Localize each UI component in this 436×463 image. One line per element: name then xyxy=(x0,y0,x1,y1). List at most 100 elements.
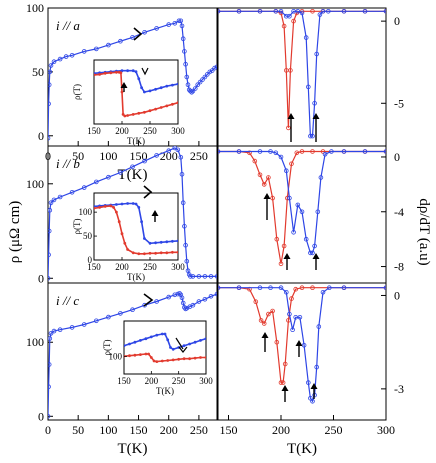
annotation-arrow-head xyxy=(295,340,303,346)
inset-data-point xyxy=(128,354,131,358)
inset-y-tick-label: 100 xyxy=(79,207,93,217)
main-data-point xyxy=(310,9,315,14)
annotation-arrow-head xyxy=(261,332,269,338)
main-data-point xyxy=(106,314,111,320)
main-data-point xyxy=(48,63,54,68)
main-data-point xyxy=(182,49,187,54)
x-tick-label: 50 xyxy=(72,149,84,163)
main-data-point xyxy=(294,150,300,156)
main-data-point xyxy=(81,322,87,327)
x-tick-label: 250 xyxy=(190,423,208,437)
inset-data-point xyxy=(126,69,129,73)
main-data-point xyxy=(362,9,368,14)
main-data-point xyxy=(94,179,99,185)
inset-data-point xyxy=(154,241,158,245)
main-data-point xyxy=(236,285,242,291)
inset-data-point xyxy=(182,344,186,348)
main-data-point xyxy=(118,170,123,175)
main-series-line xyxy=(218,287,386,403)
y-tick-label: 100 xyxy=(26,177,44,191)
main-data-point xyxy=(310,398,315,404)
main-data-point xyxy=(268,285,273,291)
inset-down-arrow xyxy=(178,346,188,353)
inset-data-point xyxy=(176,82,178,86)
inset-data-point xyxy=(155,333,159,337)
main-data-point xyxy=(305,380,311,385)
sweep-direction-arrow xyxy=(133,27,143,41)
y-tick-label: 100 xyxy=(26,335,44,349)
main-data-point xyxy=(320,289,326,295)
main-data-point xyxy=(94,318,99,324)
inset-data-point xyxy=(160,359,164,363)
inset-data-point xyxy=(109,71,113,75)
panel-e: 0 -4 -8 xyxy=(217,145,404,284)
main-data-point xyxy=(383,285,386,290)
x-tick-label: 200 xyxy=(272,423,290,437)
panel-series xyxy=(218,285,386,404)
inset-data-point xyxy=(171,347,175,351)
main-series-line xyxy=(218,10,386,128)
main-data-point xyxy=(299,285,305,291)
inset-data-point xyxy=(131,251,135,255)
main-data-point xyxy=(320,9,326,14)
inset-data-point xyxy=(140,86,144,90)
main-data-point xyxy=(51,328,57,334)
inset-data-point xyxy=(204,356,206,359)
inset-data-point xyxy=(144,337,148,341)
annotation-arrow-head xyxy=(263,193,271,199)
inset-x-tick-label: 250 xyxy=(143,262,157,272)
inset-data-point xyxy=(98,73,101,76)
inset-x-tick-label: 200 xyxy=(145,376,159,386)
inset-x-tick-label: 150 xyxy=(117,376,131,386)
inset-data-point xyxy=(123,241,127,245)
main-data-point xyxy=(48,228,52,234)
main-series-line xyxy=(218,10,386,137)
main-data-point xyxy=(261,182,267,187)
main-data-point xyxy=(317,12,323,17)
inset-x-tick-label: 150 xyxy=(87,126,101,136)
x-tick-label: 200 xyxy=(160,423,178,437)
main-data-point xyxy=(200,77,205,82)
inset-data-point xyxy=(170,83,174,87)
inset-data-point xyxy=(171,358,175,362)
y-tick-label: 0 xyxy=(38,129,44,143)
main-data-point xyxy=(310,149,315,154)
main-data-point xyxy=(299,209,305,215)
main-data-point xyxy=(180,300,186,306)
main-data-point xyxy=(341,149,347,154)
inset-data-point xyxy=(126,114,129,117)
inset-data-point xyxy=(119,71,123,75)
inset-x-axis-title: T(K) xyxy=(156,386,174,396)
main-data-point xyxy=(322,151,328,157)
inset-data-point xyxy=(188,357,192,361)
main-data-point xyxy=(190,302,196,308)
main-data-point xyxy=(69,190,75,195)
inset-data-point xyxy=(199,338,202,342)
inset-data-point xyxy=(159,106,163,109)
main-data-point xyxy=(184,258,190,264)
inset-data-point xyxy=(138,353,142,357)
main-data-point xyxy=(310,133,315,139)
main-data-point xyxy=(282,361,288,367)
main-data-point xyxy=(278,380,284,385)
main-series-line xyxy=(48,292,217,417)
main-data-point xyxy=(48,101,51,107)
y-tick-label: -3 xyxy=(394,382,404,396)
main-data-point xyxy=(179,172,185,177)
main-data-point xyxy=(81,49,87,54)
main-data-point xyxy=(176,18,182,24)
main-data-point xyxy=(81,185,87,190)
main-data-point xyxy=(190,88,196,94)
annotation-arrow-head xyxy=(312,253,320,259)
inset-data-point xyxy=(137,111,141,115)
inset-annotation-arrow-head xyxy=(120,82,128,88)
inset-x-tick-label: 150 xyxy=(87,262,101,272)
main-data-point xyxy=(208,293,214,299)
main-data-point xyxy=(202,74,208,80)
inset-data-point xyxy=(115,70,118,74)
panel-d: 0 -5 xyxy=(217,7,404,147)
inset-data-point xyxy=(199,356,202,359)
left-y-axis-title: ρ (μΩ cm) xyxy=(7,201,23,264)
